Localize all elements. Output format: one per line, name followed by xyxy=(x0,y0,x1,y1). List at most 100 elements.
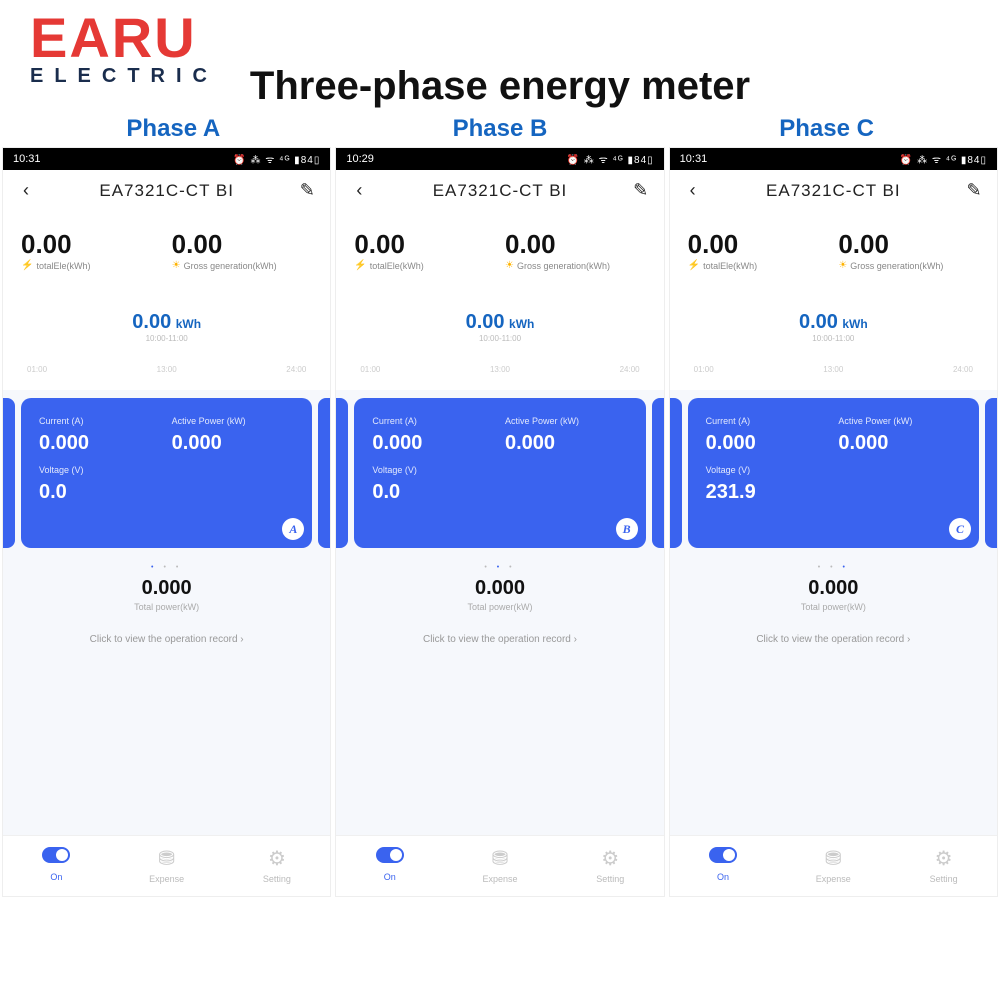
prev-card-sliver[interactable] xyxy=(336,398,348,548)
status-icons: ⏰ ⁂ ᯤ ⁴ᴳ ▮84▯ xyxy=(233,152,320,166)
voltage-value: 0.0 xyxy=(372,481,495,504)
nav-expense[interactable]: ⛃ Expense xyxy=(149,846,184,884)
bolt-icon: ⚡ xyxy=(354,260,366,271)
edit-icon[interactable]: ✎ xyxy=(298,180,316,201)
nav-expense-label: Expense xyxy=(816,874,851,884)
nav-setting[interactable]: ⚙ Setting xyxy=(596,846,624,884)
status-bar: 10:29 ⏰ ⁂ ᯤ ⁴ᴳ ▮84▯ xyxy=(336,148,663,170)
edit-icon[interactable]: ✎ xyxy=(632,180,650,201)
phone-screen-1: 10:29 ⏰ ⁂ ᯤ ⁴ᴳ ▮84▯ ‹ EA7321C-CT BI ✎ 0.… xyxy=(335,147,664,897)
power-label: Active Power (kW) xyxy=(838,416,961,426)
total-power-block: 0.000 Total power(kW) xyxy=(670,573,997,624)
chart-axis: 01:00 13:00 24:00 xyxy=(354,343,645,380)
device-title: EA7321C-CT BI xyxy=(702,181,965,201)
total-power-block: 0.000 Total power(kW) xyxy=(3,573,330,624)
nav-expense-label: Expense xyxy=(149,874,184,884)
gross-gen-value: 0.00 xyxy=(505,229,646,260)
gross-gen-label: Gross generation(kWh) xyxy=(517,261,610,271)
current-label: Current (A) xyxy=(39,416,162,426)
chart-axis: 01:00 13:00 24:00 xyxy=(688,343,979,380)
nav-setting-label: Setting xyxy=(596,874,624,884)
total-power-block: 0.000 Total power(kW) xyxy=(336,573,663,624)
phone-screen-2: 10:31 ⏰ ⁂ ᯤ ⁴ᴳ ▮84▯ ‹ EA7321C-CT BI ✎ 0.… xyxy=(669,147,998,897)
carousel-dots[interactable]: • • • xyxy=(670,556,997,573)
toggle-icon xyxy=(42,846,70,869)
next-card-sliver[interactable] xyxy=(652,398,664,548)
phase-badge: B xyxy=(616,518,638,540)
current-value: 0.000 xyxy=(706,432,829,455)
chart-value: 0.00 xyxy=(799,311,838,333)
bottom-nav: On ⛃ Expense ⚙ Setting xyxy=(670,835,997,896)
metrics-carousel[interactable]: Current (A) 0.000 Active Power (kW) 0.00… xyxy=(670,390,997,556)
bolt-icon: ⚡ xyxy=(688,260,700,271)
phase-badge: A xyxy=(282,518,304,540)
prev-card-sliver[interactable] xyxy=(3,398,15,548)
operation-record-link[interactable]: Click to view the operation record › xyxy=(336,624,663,675)
nav-on[interactable]: On xyxy=(709,846,737,884)
sun-icon: ☀ xyxy=(505,260,514,271)
chart-value: 0.00 xyxy=(132,311,171,333)
coins-icon: ⛃ xyxy=(482,846,517,871)
power-label: Active Power (kW) xyxy=(172,416,295,426)
nav-expense[interactable]: ⛃ Expense xyxy=(816,846,851,884)
logo-main: EARU xyxy=(30,10,1000,66)
nav-on[interactable]: On xyxy=(376,846,404,884)
gear-icon: ⚙ xyxy=(596,846,624,871)
gross-gen-label: Gross generation(kWh) xyxy=(850,261,943,271)
total-ele-label: totalEle(kWh) xyxy=(703,261,757,271)
total-ele-value: 0.00 xyxy=(21,229,162,260)
operation-record-link[interactable]: Click to view the operation record › xyxy=(3,624,330,675)
nav-expense[interactable]: ⛃ Expense xyxy=(482,846,517,884)
carousel-dots[interactable]: • • • xyxy=(3,556,330,573)
carousel-dots[interactable]: • • • xyxy=(336,556,663,573)
status-time: 10:31 xyxy=(680,153,708,165)
back-icon[interactable]: ‹ xyxy=(17,180,35,201)
voltage-label: Voltage (V) xyxy=(39,465,162,475)
power-value: 0.000 xyxy=(172,432,295,455)
metrics-carousel[interactable]: Current (A) 0.000 Active Power (kW) 0.00… xyxy=(3,390,330,556)
total-ele-value: 0.00 xyxy=(688,229,829,260)
nav-setting[interactable]: ⚙ Setting xyxy=(930,846,958,884)
total-ele-label: totalEle(kWh) xyxy=(370,261,424,271)
phase-labels-row: Phase A Phase B Phase C xyxy=(0,115,1000,143)
metrics-carousel[interactable]: Current (A) 0.000 Active Power (kW) 0.00… xyxy=(336,390,663,556)
phase-label-b: Phase B xyxy=(338,115,661,143)
chart-area[interactable]: 0.00 kWh 10:00-11:00 01:00 13:00 24:00 xyxy=(336,281,663,390)
chart-unit: kWh xyxy=(509,317,534,331)
power-value: 0.000 xyxy=(505,432,628,455)
back-icon[interactable]: ‹ xyxy=(684,180,702,201)
gear-icon: ⚙ xyxy=(263,846,291,871)
metrics-card[interactable]: Current (A) 0.000 Active Power (kW) 0.00… xyxy=(354,398,645,548)
phase-label-c: Phase C xyxy=(665,115,988,143)
prev-card-sliver[interactable] xyxy=(670,398,682,548)
chart-area[interactable]: 0.00 kWh 10:00-11:00 01:00 13:00 24:00 xyxy=(3,281,330,390)
nav-on-label: On xyxy=(50,872,62,882)
title-bar: ‹ EA7321C-CT BI ✎ xyxy=(670,170,997,211)
nav-setting-label: Setting xyxy=(930,874,958,884)
back-icon[interactable]: ‹ xyxy=(350,180,368,201)
total-power-value: 0.000 xyxy=(336,577,663,600)
device-title: EA7321C-CT BI xyxy=(35,181,298,201)
edit-icon[interactable]: ✎ xyxy=(965,180,983,201)
coins-icon: ⛃ xyxy=(149,846,184,871)
voltage-label: Voltage (V) xyxy=(372,465,495,475)
bottom-nav: On ⛃ Expense ⚙ Setting xyxy=(3,835,330,896)
current-label: Current (A) xyxy=(706,416,829,426)
bolt-icon: ⚡ xyxy=(21,260,33,271)
chart-time-range: 10:00-11:00 xyxy=(354,334,645,343)
metrics-card[interactable]: Current (A) 0.000 Active Power (kW) 0.00… xyxy=(21,398,312,548)
metrics-card[interactable]: Current (A) 0.000 Active Power (kW) 0.00… xyxy=(688,398,979,548)
title-bar: ‹ EA7321C-CT BI ✎ xyxy=(336,170,663,211)
nav-setting[interactable]: ⚙ Setting xyxy=(263,846,291,884)
total-power-label: Total power(kW) xyxy=(3,602,330,612)
chart-area[interactable]: 0.00 kWh 10:00-11:00 01:00 13:00 24:00 xyxy=(670,281,997,390)
toggle-icon xyxy=(709,846,737,869)
top-metrics: 0.00 ⚡totalEle(kWh) 0.00 ☀Gross generati… xyxy=(3,211,330,281)
toggle-icon xyxy=(376,846,404,869)
next-card-sliver[interactable] xyxy=(985,398,997,548)
chart-unit: kWh xyxy=(176,317,201,331)
next-card-sliver[interactable] xyxy=(318,398,330,548)
nav-on[interactable]: On xyxy=(42,846,70,884)
current-value: 0.000 xyxy=(372,432,495,455)
operation-record-link[interactable]: Click to view the operation record › xyxy=(670,624,997,675)
